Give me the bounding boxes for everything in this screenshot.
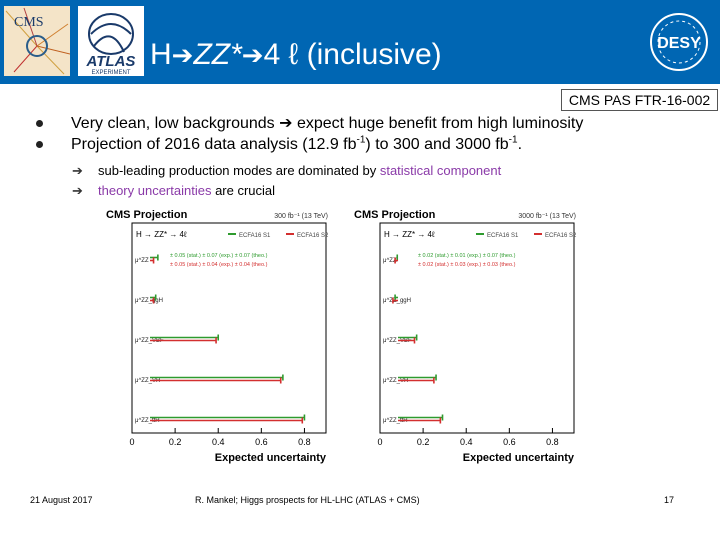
x-tick-label: 0.8 bbox=[546, 437, 559, 447]
atlas-logo-subtext: EXPERIMENT bbox=[91, 70, 130, 76]
legend-label: ECFA16 S2 bbox=[297, 233, 329, 239]
category-label: μ^ZZ_VH bbox=[135, 378, 160, 384]
x-tick-label: 0.4 bbox=[460, 437, 473, 447]
category-label: μ^ZZ_ggH bbox=[135, 298, 163, 304]
sub-highlight: theory uncertainties bbox=[98, 183, 212, 198]
x-tick-label: 0 bbox=[377, 437, 382, 447]
projection-plot-3000: CMS Projection 3000 fb⁻¹ (13 TeV) H → ZZ* … bbox=[352, 205, 582, 465]
category-label: μ^ZZ_VBF bbox=[383, 338, 412, 344]
chart-title: CMS Projection bbox=[354, 209, 436, 221]
bullet-text-b: expect huge benefit from high luminosity bbox=[292, 115, 584, 132]
category-label: μ^ZZ_ttH bbox=[383, 418, 408, 424]
reference-box: CMS PAS FTR-16-002 bbox=[561, 89, 718, 111]
desy-logo-text: DESY bbox=[657, 35, 701, 52]
chart-svg: CMS Projection 300 fb⁻¹ (13 TeV) H → ZZ* →… bbox=[106, 209, 329, 464]
header-bar: CMS ATLAS EXPERIMENT H➔ZZ*➔4 ℓ (inclusiv… bbox=[0, 0, 720, 84]
bullet-sup: -1 bbox=[508, 134, 518, 146]
category-label: μ^ZZ_ttH bbox=[135, 418, 160, 424]
bullet-text-b: ) to 300 and 3000 fb bbox=[365, 136, 509, 153]
sub-bullet-item: ➔ theory uncertainties are crucial bbox=[36, 181, 676, 201]
uncertainty-annotation: ± 0.05 (stat.) ± 0.04 (exp.) ± 0.04 (the… bbox=[170, 262, 268, 268]
legend-label: ECFA16 S1 bbox=[487, 233, 519, 239]
atlas-logo-text: ATLAS bbox=[86, 53, 136, 70]
bullet-item: Very clean, low backgrounds ➔ expect hug… bbox=[36, 113, 676, 134]
chart-lumi: 300 fb⁻¹ (13 TeV) bbox=[274, 213, 328, 220]
bullet-list: Very clean, low backgrounds ➔ expect hug… bbox=[36, 113, 676, 201]
bullet-sup: -1 bbox=[356, 134, 366, 146]
bullet-text-a: Projection of 2016 data analysis (12.9 f… bbox=[71, 136, 357, 153]
x-axis-label: Expected uncertainty bbox=[463, 452, 575, 464]
chart-lumi: 3000 fb⁻¹ (13 TeV) bbox=[518, 213, 576, 220]
chart-frame bbox=[131, 222, 327, 434]
bullet-item: Projection of 2016 data analysis (12.9 f… bbox=[36, 134, 676, 155]
bullet-text-a: Very clean, low backgrounds bbox=[71, 115, 280, 132]
title-four-lepton: 4 ℓ (inclusive) bbox=[263, 38, 442, 71]
footer-title: R. Mankel; Higgs prospects for HL-LHC (A… bbox=[195, 495, 420, 505]
category-label: μ^ZZ_VBF bbox=[135, 338, 164, 344]
arrow-bullet-icon: ➔ bbox=[72, 183, 83, 198]
x-tick-label: 0.2 bbox=[169, 437, 182, 447]
arrow-right-icon: ➔ bbox=[279, 115, 293, 132]
x-tick-label: 0.6 bbox=[503, 437, 516, 447]
arrow-bullet-icon: ➔ bbox=[72, 163, 83, 178]
x-tick-label: 0.8 bbox=[298, 437, 311, 447]
legend-label: ECFA16 S1 bbox=[239, 233, 271, 239]
title-zz: ZZ* bbox=[193, 38, 242, 71]
x-tick-label: 0.4 bbox=[212, 437, 225, 447]
legend-label: ECFA16 S2 bbox=[545, 233, 577, 239]
uncertainty-annotation: ± 0.02 (stat.) ± 0.01 (exp.) ± 0.07 (the… bbox=[418, 253, 516, 259]
desy-logo: DESY bbox=[644, 10, 714, 74]
chart-svg: CMS Projection 3000 fb⁻¹ (13 TeV) H → ZZ* … bbox=[354, 209, 577, 464]
cms-logo: CMS bbox=[4, 6, 71, 76]
bullet-dot-icon bbox=[36, 141, 43, 148]
chart-frame bbox=[379, 222, 575, 434]
x-tick-label: 0.2 bbox=[417, 437, 430, 447]
bullet-text-c: . bbox=[517, 136, 523, 153]
arrow-right-icon: ➔ bbox=[171, 40, 194, 70]
chart-process: H → ZZ* → 4ℓ bbox=[384, 230, 435, 239]
category-label: μ^ZZ bbox=[135, 258, 149, 264]
footer-date: 21 August 2017 bbox=[30, 495, 93, 505]
sub-highlight: statistical component bbox=[379, 163, 502, 178]
cms-logo-text: CMS bbox=[14, 15, 44, 30]
chart-title: CMS Projection bbox=[106, 209, 188, 221]
category-label: μ^ZZ_VH bbox=[383, 378, 408, 384]
projection-plot-300: CMS Projection 300 fb⁻¹ (13 TeV) H → ZZ* →… bbox=[104, 205, 334, 465]
sub-text: are crucial bbox=[211, 183, 276, 198]
x-tick-label: 0 bbox=[129, 437, 134, 447]
x-tick-label: 0.6 bbox=[255, 437, 268, 447]
title-h: H bbox=[150, 38, 172, 71]
category-label: μ^ZZ bbox=[383, 258, 397, 264]
atlas-logo: ATLAS EXPERIMENT bbox=[78, 6, 144, 76]
arrow-right-icon: ➔ bbox=[241, 40, 264, 70]
uncertainty-annotation: ± 0.02 (stat.) ± 0.03 (exp.) ± 0.03 (the… bbox=[418, 262, 516, 268]
sub-bullet-item: ➔ sub-leading production modes are domin… bbox=[36, 161, 676, 181]
slide-title: H➔ZZ*➔4 ℓ (inclusive) bbox=[150, 38, 590, 72]
chart-process: H → ZZ* → 4ℓ bbox=[136, 230, 187, 239]
page-number: 17 bbox=[664, 495, 675, 505]
sub-text: sub-leading production modes are dominat… bbox=[98, 163, 380, 178]
uncertainty-annotation: ± 0.05 (stat.) ± 0.07 (exp.) ± 0.07 (the… bbox=[170, 253, 268, 259]
bullet-dot-icon bbox=[36, 120, 43, 127]
x-axis-label: Expected uncertainty bbox=[215, 452, 327, 464]
